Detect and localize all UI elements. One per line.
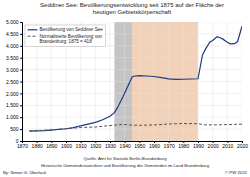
y-tick-mark [20,105,22,106]
y-tick-mark [20,141,22,142]
series-line [29,26,242,131]
legend-label: Bevölkerung von Seddiner See [40,27,104,32]
x-tick: 1970 [164,141,175,149]
x-tick-label: 1940 [120,143,131,149]
x-tick-label: 2020 [237,143,248,149]
x-tick: 1910 [76,141,87,149]
chart: 1870 18801890 1900 19101920 1930 19401950 1960… [0,0,250,177]
y-tick-mark [20,117,22,118]
y-tick: 4.500 [6,31,22,37]
x-tick: 1940 [120,141,131,149]
y-tick: 500 [10,126,22,132]
x-tick-label: 1870 [17,143,28,149]
y-tick: 2.500 [6,79,22,85]
x-tick: 1930 [105,141,116,149]
x-tick: 1880 [32,141,43,149]
y-tick: 2.000 [6,91,22,97]
legend-swatch [28,36,38,37]
y-tick-label: 0 [16,138,19,144]
x-tick-label: 1900 [61,143,72,149]
y-tick-label: 2.000 [6,91,19,97]
x-tick: 1990 [193,141,204,149]
x-tick: 1890 [46,141,57,149]
y-tick: 3.500 [6,55,22,61]
x-tick: 1980 [178,141,189,149]
y-tick-label: 1.000 [6,114,19,120]
x-tick-label: 1890 [46,143,57,149]
y-tick-label: 3.000 [6,67,19,73]
y-tick-label: 1.500 [6,102,19,108]
x-tick-label: 1970 [164,143,175,149]
y-tick-mark [20,46,22,47]
y-tick-mark [20,22,22,23]
y-tick-mark [20,82,22,83]
grid-line-y [22,22,242,23]
x-tick-label: 2010 [222,143,233,149]
legend-swatch [28,29,38,30]
grid-line-y [22,93,242,94]
plot-area [22,22,242,141]
x-axis: 1870 18801890 1900 19101920 1930 19401950 1960… [17,141,248,149]
legend-box [25,25,106,46]
x-tick-label: 1930 [105,143,116,149]
y-tick-mark [20,34,22,35]
y-tick-label: 5.000 [6,19,19,25]
x-tick: 1920 [90,141,101,149]
y-tick-mark [20,93,22,94]
y-tick-label: 4.500 [6,31,19,37]
x-tick: 2010 [222,141,233,149]
legend-label: Normalisierte Bevölkerung vonBrandenburg… [40,34,103,44]
x-tick: 2020 [237,141,248,149]
y-axis: 0 500 1.000 1.500 2.000 2.500 3.000 3.500 4.000 4… [6,19,23,144]
title: Seddiner See: Bevölkerungsentwicklung se… [40,2,224,15]
annotation: Quelle: Amt für Statistik Berlin-Branden… [83,156,167,161]
grid-line-y [22,69,242,70]
chart-container: 1870 18801890 1900 19101920 1930 19401950 1960… [0,0,250,177]
series-line [29,124,242,132]
y-tick-label: 2.500 [6,79,19,85]
y-axis-line [20,23,23,142]
y-tick: 0 [16,138,22,144]
grid-line-y [22,141,242,142]
y-tick-mark [20,70,22,71]
y-tick-label: 4.000 [6,43,19,49]
annotation: Historische Gemeindestatistiken und Bevö… [41,163,210,168]
y-tick: 3.000 [6,67,22,73]
y-tick: 1.500 [6,102,22,108]
x-tick-label: 1980 [178,143,189,149]
y-tick-label: 500 [10,126,19,132]
grid-line-y [22,117,242,118]
x-tick: 2000 [208,141,219,149]
y-tick-mark [20,58,22,59]
y-tick: 5.000 [6,19,22,25]
x-tick-label: 1950 [134,143,145,149]
x-tick-label: 1880 [32,143,43,149]
x-tick-label: 1990 [193,143,204,149]
annotation: By: Simon G. Überlack [3,170,47,175]
grid-line-y [22,105,242,106]
x-tick-label: 1960 [149,143,160,149]
legend-item: Normalisierte Bevölkerung vonBrandenburg… [28,34,103,44]
y-tick-label: 3.500 [6,55,19,61]
grid [22,22,242,141]
x-tick-label: 1920 [90,143,101,149]
legend-item: Bevölkerung von Seddiner See [28,27,104,32]
x-tick: 1950 [134,141,145,149]
legend: Bevölkerung von Seddiner See Normalisiert… [25,25,106,46]
y-tick-mark [20,129,22,130]
y-tick: 4.000 [6,43,22,49]
x-tick: 1870 [17,141,28,149]
grid-line-y [22,81,242,82]
grid-line-y [22,57,242,58]
y-tick: 1.000 [6,114,22,120]
x-tick-label: 1910 [76,143,87,149]
x-tick: 1960 [149,141,160,149]
x-tick-label: 2000 [208,143,219,149]
annotation: © PW 2022 [225,170,248,175]
x-tick: 1900 [61,141,72,149]
